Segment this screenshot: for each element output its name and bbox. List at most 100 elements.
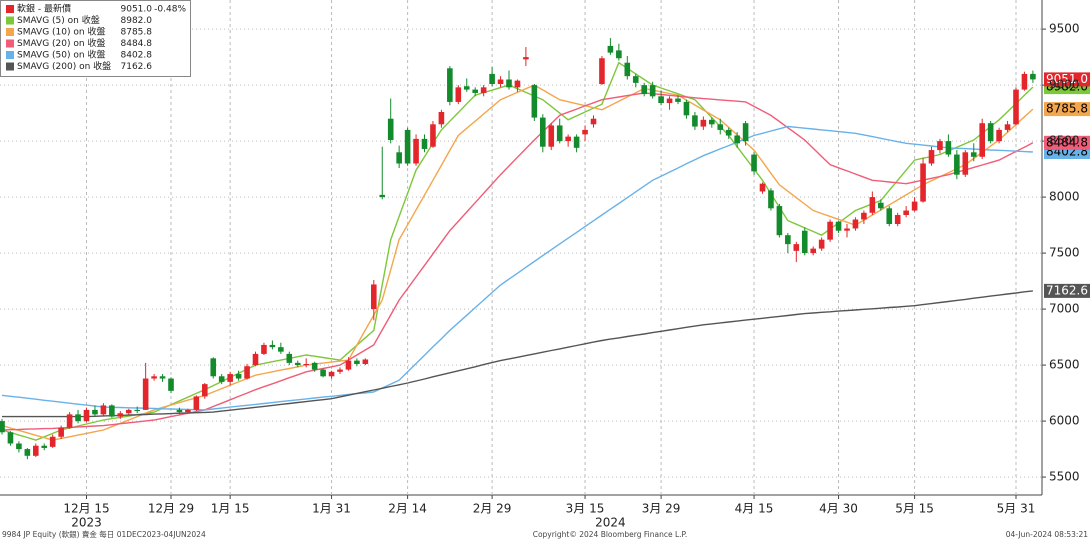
candle-body	[430, 124, 436, 147]
legend-value: 8484.8	[121, 39, 153, 49]
candle-body	[41, 445, 48, 448]
candle-body	[421, 138, 428, 149]
candle-body	[159, 376, 166, 379]
candle-body	[151, 376, 157, 379]
value-tag	[1044, 102, 1090, 117]
legend-value: 8785.8	[121, 28, 153, 38]
candle-body	[117, 413, 124, 417]
value-tag-label: 8785.8	[1046, 102, 1088, 116]
candle-body	[100, 405, 107, 415]
candle-body	[742, 123, 749, 142]
candle-body	[396, 152, 402, 164]
candle-body	[1004, 124, 1011, 130]
value-tag-label: 7162.6	[1046, 283, 1088, 297]
candle-body	[632, 76, 639, 83]
candle-body	[227, 374, 233, 382]
legend-label: 軟銀 - 最新價	[17, 3, 71, 15]
candle-body	[109, 405, 115, 417]
candle-body	[1013, 89, 1019, 125]
candle-body	[894, 215, 901, 224]
candle-body	[582, 129, 588, 135]
candle-body	[954, 154, 960, 175]
candle-body	[320, 369, 326, 377]
candle-body	[480, 87, 487, 93]
candle-body	[294, 362, 301, 366]
x-tick-label: 12月 29	[148, 502, 194, 516]
legend-value: 8982.0	[121, 16, 153, 26]
legend-swatch	[6, 5, 14, 13]
candle-body	[793, 244, 800, 251]
candle-body	[658, 96, 664, 104]
value-tag-label: 9051.0	[1046, 72, 1088, 86]
candle-body	[920, 163, 926, 202]
candle-body	[692, 115, 698, 127]
legend-label: SMAVG (20) on 收盤	[17, 37, 105, 49]
candle-body	[447, 68, 453, 102]
legend-label: SMAVG (50) on 收盤	[17, 49, 105, 61]
x-tick-label: 2月 14	[388, 502, 427, 516]
candle-body	[244, 366, 250, 379]
legend-change: -0.48%	[154, 5, 186, 15]
candle-body	[92, 409, 98, 415]
candle-body	[463, 86, 470, 90]
candle-body	[455, 87, 462, 102]
candle-body	[489, 73, 495, 84]
candle-body	[590, 118, 597, 125]
legend-swatch	[6, 62, 14, 71]
legend-value: 8402.8	[121, 51, 153, 61]
candle-body	[328, 371, 335, 377]
candle-body	[210, 358, 217, 377]
candle-body	[683, 101, 690, 116]
candle-body	[269, 344, 276, 348]
candle-body	[970, 152, 977, 157]
y-tick-label: 6500	[1049, 358, 1080, 372]
candle-body	[962, 152, 969, 175]
candle-body	[675, 98, 681, 102]
candle-body	[624, 62, 631, 77]
x-tick-label: 5月 15	[895, 502, 934, 516]
candle-body	[49, 436, 56, 447]
candle-body	[878, 202, 884, 209]
candle-body	[911, 201, 918, 211]
candle-body	[700, 119, 707, 127]
x-tick-label: 3月 29	[642, 502, 681, 516]
candle-body	[176, 409, 183, 413]
candle-body	[861, 212, 867, 220]
ma-line	[2, 290, 1033, 418]
candle-body	[261, 344, 267, 354]
value-tag	[1044, 135, 1090, 150]
candle-body	[75, 414, 81, 422]
candle-body	[751, 154, 757, 172]
candle-body	[548, 125, 555, 147]
y-tick-label: 9000	[1049, 78, 1080, 92]
ma-line	[1, 125, 1033, 411]
candle-body	[202, 384, 208, 397]
candle-body	[531, 85, 538, 118]
y-tick-label: 8000	[1049, 190, 1080, 204]
candle-body	[565, 136, 571, 142]
candle-body	[937, 141, 943, 151]
candle-body	[371, 284, 377, 310]
candle-body	[252, 353, 259, 366]
legend-swatch	[6, 28, 14, 36]
x-tick-label: 1月 31	[312, 502, 351, 516]
candle-body	[472, 89, 478, 93]
candle-body	[33, 445, 39, 456]
candle-body	[616, 50, 622, 59]
y-tick-label: 7500	[1049, 246, 1080, 260]
candle-body	[0, 421, 5, 433]
candle-body	[785, 235, 791, 245]
candle-body	[818, 239, 825, 249]
candle-body	[337, 369, 343, 372]
footer-center: Copyright© 2024 Bloomberg Finance L.P.	[533, 530, 688, 539]
x-year-label: 2023	[71, 516, 102, 530]
candle-body	[979, 123, 985, 157]
candle-body	[193, 396, 200, 410]
candle-body	[759, 183, 766, 192]
candle-body	[725, 129, 732, 136]
legend-layer: 軟銀 - 最新價 9051.0 -0.48% SMAVG (5) on 收盤 8982.…	[0, 0, 191, 77]
y-tick-label: 5500	[1049, 470, 1080, 484]
candle-body	[345, 360, 352, 370]
